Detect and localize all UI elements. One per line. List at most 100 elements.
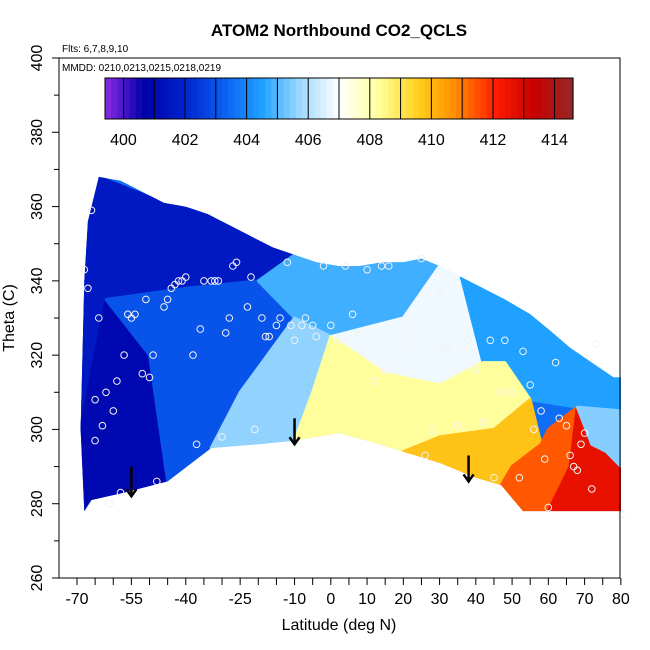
colorbar-cell [283, 78, 291, 119]
sample-point [91, 436, 99, 445]
y-tick-label: 280 [29, 490, 46, 517]
sample-point [91, 395, 99, 404]
sample-point [95, 314, 103, 322]
sample-point [142, 295, 150, 304]
sample-point [573, 466, 582, 475]
sample-point [334, 336, 342, 345]
sample-point [192, 440, 201, 449]
x-tick-label: -55 [120, 591, 143, 608]
sample-point [225, 314, 234, 322]
sample-point [577, 440, 585, 449]
colorbar-cell [320, 78, 328, 119]
colorbar-cell [511, 78, 519, 119]
sample-point [290, 336, 299, 345]
sample-point [250, 425, 259, 434]
sample-point [472, 366, 480, 374]
x-tick-label: 30 [431, 591, 449, 608]
colorbar-cell [123, 78, 131, 119]
sample-point [530, 425, 538, 434]
colorbar-cell [332, 78, 340, 119]
sample-point [435, 288, 444, 296]
sample-point [163, 295, 172, 304]
sample-point [551, 358, 560, 367]
sample-point [319, 262, 328, 270]
sample-point [218, 433, 226, 441]
colorbar-cell [394, 78, 402, 119]
sample-point [98, 421, 107, 430]
x-tick-label: 70 [576, 591, 594, 608]
arrow-head [288, 436, 301, 447]
sample-point [214, 277, 223, 285]
sample-point [301, 314, 310, 322]
sample-point [116, 488, 125, 497]
colorbar-cell [234, 78, 242, 119]
sample-point [515, 473, 524, 482]
chart-title: ATOM2 Northbound CO2_QCLS [211, 21, 467, 40]
sample-point [540, 455, 549, 463]
colorbar-cell [191, 78, 198, 119]
y-tick-label: 360 [29, 193, 46, 220]
x-tick-label: 20 [394, 591, 412, 608]
y-tick-label: 300 [29, 416, 46, 443]
colorbar-tick-label: 406 [295, 132, 322, 149]
colorbar-cell [499, 78, 506, 119]
sample-point [443, 343, 451, 352]
colorbar-cell [369, 78, 377, 119]
colorbar-cell [388, 78, 396, 119]
colorbar-cell [258, 78, 266, 119]
colorbar-cell [209, 78, 217, 119]
colorbar-cell [462, 78, 469, 119]
colorbar-cell [363, 78, 371, 119]
colorbar-cell [178, 78, 186, 119]
colorbar-cell [148, 78, 155, 119]
colorbar-cell [160, 78, 168, 119]
arrow-head [125, 488, 138, 499]
x-axis-label: Latitude (deg N) [282, 617, 397, 634]
x-tick-label: -40 [174, 591, 197, 608]
sample-point [308, 321, 317, 330]
sample-point [207, 277, 215, 285]
colorbar-cell [197, 78, 205, 119]
sample-point [174, 277, 183, 285]
sample-point [145, 373, 154, 382]
colorbar-cell [111, 78, 118, 119]
sample-point [211, 277, 219, 285]
sample-point [566, 451, 574, 460]
sample-point [327, 321, 335, 330]
x-tick-label: 50 [503, 591, 521, 608]
subtitle-flights: Flts: 6,7,8,9,10 [62, 44, 129, 55]
sample-point [182, 273, 190, 281]
x-tick-label: -25 [229, 591, 252, 608]
sample-point [109, 407, 118, 415]
sample-point [497, 388, 506, 397]
sample-point [102, 388, 110, 397]
heatmap-field [80, 176, 621, 512]
colorbar-cell [486, 78, 494, 119]
sample-point [200, 277, 208, 285]
sample-point [381, 366, 390, 374]
colorbar-cell [345, 78, 352, 119]
colorbar-cell [456, 78, 463, 119]
field-region-11 [575, 405, 621, 469]
colorbar-cell [135, 78, 143, 119]
colorbar-cell [117, 78, 125, 119]
colorbar-cell [548, 78, 556, 119]
sample-point [341, 262, 350, 270]
y-axis-label: Theta (C) [1, 284, 18, 352]
sample-point [501, 336, 509, 345]
colorbar-cell [560, 78, 568, 119]
sample-point [265, 332, 274, 341]
sample-point [258, 314, 266, 322]
colorbar-cell [308, 78, 315, 119]
colorbar-cell [154, 78, 162, 119]
colorbar-cell [105, 78, 112, 119]
colorbar-cell [517, 78, 525, 119]
colorbar-cell [425, 78, 432, 119]
colorbar-frame [104, 77, 574, 120]
sample-point [232, 258, 241, 267]
sample-point [392, 366, 400, 374]
colorbar-cell [129, 78, 137, 119]
colorbar-cell [215, 78, 223, 119]
colorbar-cell [339, 78, 346, 119]
